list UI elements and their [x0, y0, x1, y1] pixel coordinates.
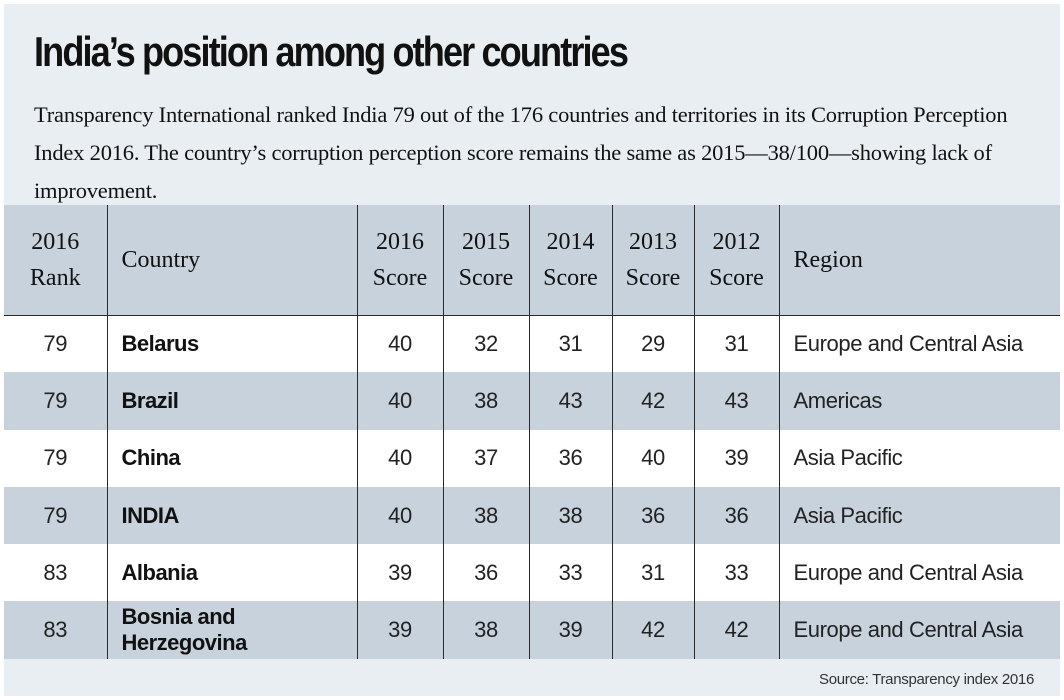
- column-header-line: Score: [625, 264, 681, 291]
- cell-s2012: 33: [694, 544, 780, 602]
- cell-s2013: 42: [612, 372, 695, 430]
- cell-s2014: 39: [529, 601, 613, 659]
- table-row: 83 Bosnia and Herzegovina 39 38 39 42 42 Europe…: [4, 601, 1060, 659]
- column-header-line: 2012: [712, 228, 761, 255]
- column-header-line: Score: [543, 264, 598, 291]
- cell-s2016: 40: [357, 315, 444, 373]
- cell-s2012: 31: [694, 315, 780, 373]
- cell-country: China: [107, 429, 358, 487]
- cell-region: Europe and Central Asia: [793, 330, 1024, 356]
- cell-region: Asia Pacific: [793, 502, 903, 528]
- column-header-s2013: 2013 Score: [612, 205, 695, 315]
- table-row: 79 Brazil 40 38 43 42 43 Americas: [4, 372, 1060, 430]
- column-header-line: Rank: [29, 264, 81, 291]
- cell-s2013: 36: [612, 486, 695, 545]
- column-header-line: 2014: [546, 228, 595, 255]
- cell-s2014: 31: [529, 315, 613, 373]
- ranking-table: 2016 Rank Country 2016 Score 2015 Score 2014 Sco…: [4, 205, 1060, 659]
- cell-s2015: 37: [443, 429, 530, 487]
- cell-s2013: 40: [612, 429, 695, 487]
- table-row: 79 China 40 37 36 40 39 Asia Pacific: [4, 429, 1060, 487]
- column-header-region: Region: [779, 205, 1060, 315]
- cell-s2014: 43: [529, 372, 613, 430]
- cell-region: Europe and Central Asia: [793, 559, 1024, 585]
- cell-s2014: 33: [529, 544, 613, 602]
- cell-region: Americas: [793, 387, 883, 413]
- cell-s2016: 40: [357, 372, 444, 430]
- cell-country: Albania: [107, 544, 358, 602]
- table-row: 83 Albania 39 36 33 31 33 Europe and Central As…: [4, 544, 1060, 602]
- column-header-rank: 2016 Rank: [4, 205, 108, 315]
- column-header-s2012: 2012 Score: [694, 205, 780, 315]
- cell-rank: 79: [4, 429, 108, 487]
- cell-s2013: 42: [612, 601, 695, 659]
- cell-s2013: 31: [612, 544, 695, 602]
- cell-s2012: 36: [694, 486, 780, 545]
- table-row: 79 INDIA 40 38 38 36 36 Asia Pacific: [4, 486, 1060, 545]
- cell-s2013: 29: [612, 315, 695, 373]
- column-header-s2016: 2016 Score: [357, 205, 444, 315]
- cell-s2014: 36: [529, 429, 613, 487]
- column-header-line: 2016: [376, 228, 424, 255]
- column-header-line: Score: [709, 264, 764, 291]
- column-header-line: Score: [458, 264, 514, 291]
- cell-s2012: 42: [694, 601, 780, 659]
- cell-s2016: 40: [357, 429, 444, 487]
- cell-s2012: 43: [694, 372, 780, 430]
- cell-country: Bosnia and Herzegovina: [107, 601, 358, 659]
- cell-country: INDIA: [107, 486, 358, 545]
- column-header-line: 2016: [31, 228, 80, 255]
- cell-s2015: 38: [443, 372, 530, 430]
- cell-s2015: 36: [443, 544, 530, 602]
- chart-title: India’s position among other countries: [34, 28, 629, 75]
- column-header-country: Country: [107, 205, 358, 315]
- cell-rank: 79: [4, 486, 108, 545]
- cell-s2015: 32: [443, 315, 530, 373]
- column-header-line: Country: [121, 246, 201, 273]
- source-note: Source: Transparency index 2016: [818, 671, 1034, 688]
- column-header-line: Region: [793, 246, 863, 273]
- column-header-s2015: 2015 Score: [443, 205, 530, 315]
- cell-rank: 83: [4, 544, 108, 602]
- cell-s2014: 38: [529, 486, 613, 545]
- data-table-container: 2016 Rank Country 2016 Score 2015 Score 2014 Sco…: [4, 205, 1060, 659]
- column-header-line: Score: [372, 264, 428, 291]
- column-header-s2014: 2014 Score: [529, 205, 613, 315]
- cell-country: Belarus: [107, 315, 358, 373]
- cell-s2016: 39: [357, 544, 444, 602]
- table-row: 79 Belarus 40 32 31 29 31 Europe and Central As…: [4, 315, 1060, 373]
- chart-subtitle: Transparency International ranked India …: [34, 102, 1008, 203]
- cell-rank: 79: [4, 372, 108, 430]
- column-header-line: 2015: [462, 228, 510, 255]
- table-body: 79 Belarus 40 32 31 29 31 Europe and Central As…: [4, 315, 1060, 659]
- cell-rank: 83: [4, 601, 108, 659]
- cell-s2015: 38: [443, 486, 530, 545]
- cell-region: Asia Pacific: [793, 445, 903, 471]
- table-header-row: 2016 Rank Country 2016 Score 2015 Score 2014 Sco…: [4, 205, 1060, 315]
- cell-s2016: 40: [357, 486, 444, 545]
- infographic-card: India’s position among other countries T…: [4, 4, 1060, 696]
- cell-s2012: 39: [694, 429, 780, 487]
- cell-s2016: 39: [357, 601, 444, 659]
- cell-s2015: 38: [443, 601, 530, 659]
- cell-country: Brazil: [107, 372, 358, 430]
- column-header-line: 2013: [629, 228, 677, 255]
- cell-rank: 79: [4, 315, 108, 373]
- cell-region: Europe and Central Asia: [793, 617, 1024, 643]
